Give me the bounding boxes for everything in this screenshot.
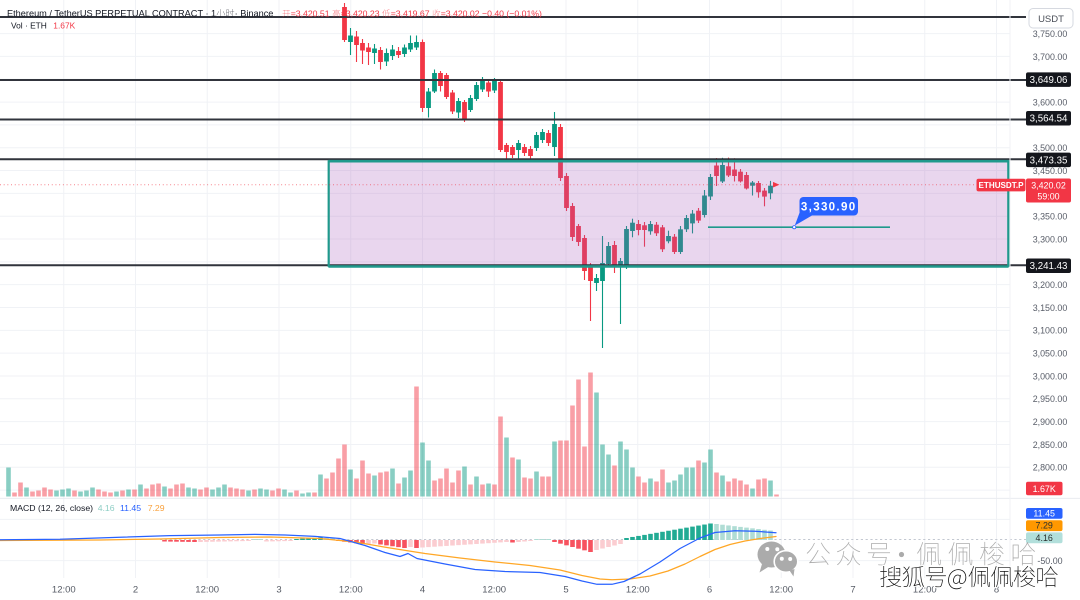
svg-text:2: 2 xyxy=(133,585,138,596)
svg-text:11.45: 11.45 xyxy=(1033,508,1055,518)
svg-text:12:00: 12:00 xyxy=(482,585,506,596)
svg-text:12:00: 12:00 xyxy=(769,585,793,596)
svg-text:8: 8 xyxy=(994,585,999,596)
svg-text:=3,420.51: =3,420.51 xyxy=(291,9,330,19)
svg-text:1.67K: 1.67K xyxy=(1033,484,1056,494)
svg-text:MACD (12, 26, close): MACD (12, 26, close) xyxy=(10,503,93,513)
svg-text:2,800.00: 2,800.00 xyxy=(1033,463,1068,473)
svg-text:ETHUSDT.P: ETHUSDT.P xyxy=(979,181,1025,190)
svg-text:3,200.00: 3,200.00 xyxy=(1033,280,1068,290)
svg-text:3,050.00: 3,050.00 xyxy=(1033,349,1068,359)
svg-text:12:00: 12:00 xyxy=(195,585,219,596)
svg-text:3,000.00: 3,000.00 xyxy=(1033,371,1068,381)
svg-text:7.29: 7.29 xyxy=(148,503,165,513)
svg-text:5: 5 xyxy=(563,585,568,596)
svg-text:6: 6 xyxy=(707,585,712,596)
svg-text:3,300.00: 3,300.00 xyxy=(1033,234,1068,244)
svg-text:3,241.43: 3,241.43 xyxy=(1030,261,1068,272)
svg-text:1.67K: 1.67K xyxy=(53,21,75,31)
svg-text:12:00: 12:00 xyxy=(52,585,76,596)
svg-text:3,450.00: 3,450.00 xyxy=(1033,166,1068,176)
svg-text:3,500.00: 3,500.00 xyxy=(1033,143,1068,153)
svg-text:-50.00: -50.00 xyxy=(1037,556,1062,566)
svg-text:3,350.00: 3,350.00 xyxy=(1033,212,1068,222)
svg-text:7.29: 7.29 xyxy=(1036,521,1053,531)
svg-text:3,649.06: 3,649.06 xyxy=(1030,75,1068,86)
svg-text:3: 3 xyxy=(276,585,281,596)
svg-text:=3,420.02: =3,420.02 xyxy=(441,9,480,19)
svg-text:59:00: 59:00 xyxy=(1037,192,1059,202)
svg-text:USDT: USDT xyxy=(1038,14,1064,25)
svg-text:11.45: 11.45 xyxy=(120,503,141,513)
svg-text:2,850.00: 2,850.00 xyxy=(1033,440,1068,450)
svg-text:7: 7 xyxy=(850,585,855,596)
svg-text:3,100.00: 3,100.00 xyxy=(1033,326,1068,336)
svg-text:3,700.00: 3,700.00 xyxy=(1033,52,1068,62)
svg-text:Vol · ETH: Vol · ETH xyxy=(11,21,47,31)
svg-text:3,564.54: 3,564.54 xyxy=(1030,114,1068,125)
svg-text:4.16: 4.16 xyxy=(1036,533,1053,543)
svg-text:3,150.00: 3,150.00 xyxy=(1033,303,1068,313)
svg-text:=3,420.23: =3,420.23 xyxy=(341,9,380,19)
svg-text:12:00: 12:00 xyxy=(339,585,363,596)
svg-text:· Binance: · Binance xyxy=(235,9,274,19)
svg-text:2,900.00: 2,900.00 xyxy=(1033,417,1068,427)
svg-text:12:00: 12:00 xyxy=(913,585,937,596)
svg-text:=3,419.67: =3,419.67 xyxy=(391,9,430,19)
svg-text:12:00: 12:00 xyxy=(626,585,650,596)
svg-text:2,950.00: 2,950.00 xyxy=(1033,394,1068,404)
svg-text:4.16: 4.16 xyxy=(98,503,115,513)
svg-text:−0.40 (−0.01%): −0.40 (−0.01%) xyxy=(482,9,542,19)
svg-text:Ethereum / TetherUS PERPETUAL: Ethereum / TetherUS PERPETUAL CONTRACT ·… xyxy=(7,9,216,19)
svg-text:4: 4 xyxy=(420,585,425,596)
svg-text:3,600.00: 3,600.00 xyxy=(1033,98,1068,108)
svg-text:3,420.02: 3,420.02 xyxy=(1031,180,1066,190)
svg-text:3,750.00: 3,750.00 xyxy=(1033,29,1068,39)
svg-text:3,330.90: 3,330.90 xyxy=(801,200,857,213)
svg-text:3,473.35: 3,473.35 xyxy=(1030,155,1068,166)
